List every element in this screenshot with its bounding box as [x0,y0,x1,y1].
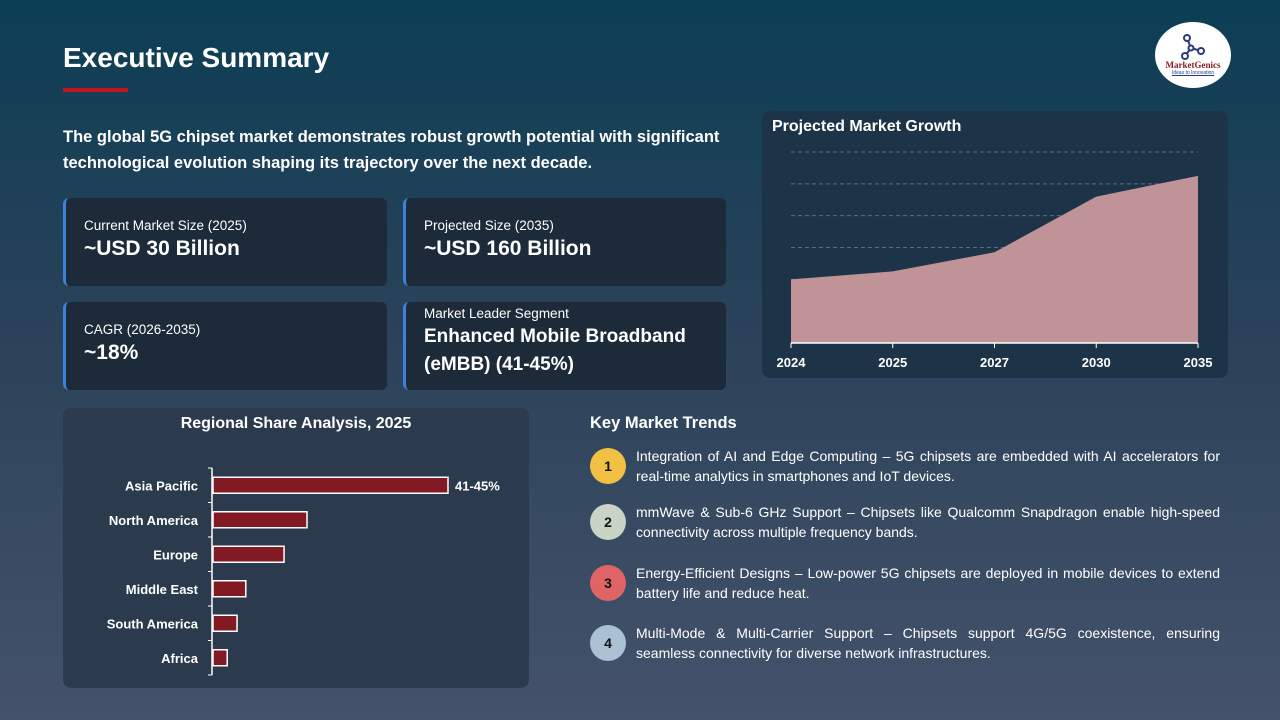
logo-tagline: Ideas to Innovation [1171,70,1215,76]
trend-item: 2 mmWave & Sub-6 GHz Support – Chipsets l… [590,502,1220,542]
metric-label: CAGR (2026-2035) [84,322,201,337]
x-tick-label: 2027 [980,355,1009,370]
bar [212,476,449,494]
x-tick-label: 2024 [777,355,807,370]
x-tick-label: 2025 [878,355,907,370]
trend-item: 1 Integration of AI and Edge Computing – … [590,446,1220,486]
network-icon [1181,34,1205,60]
trend-number-badge: 1 [590,448,626,484]
metric-label: Market Leader Segment [424,306,569,321]
metric-value: ~USD 30 Billion [84,237,240,260]
intro-text: The global 5G chipset market demonstrate… [63,128,720,172]
category-label: Asia Pacific [125,478,198,493]
bar [212,511,308,529]
metric-card-projected-size: Projected Size (2035) ~USD 160 Billion [403,198,726,286]
trends-title: Key Market Trends [590,414,737,432]
trend-number-badge: 4 [590,625,626,661]
trend-text: Multi-Mode & Multi-Carrier Support – Chi… [636,625,1220,661]
metric-value: Enhanced Mobile Broadband (eMBB) (41-45%… [424,326,686,375]
title-underline [63,88,128,92]
projected-growth-panel: Projected Market Growth 2024 2025 2027 2030… [762,111,1228,378]
trend-text: mmWave & Sub-6 GHz Support – Chipsets li… [636,504,1220,540]
logo-name: MarketGenics [1165,60,1221,70]
bar [212,614,238,632]
company-logo: MarketGenics Ideas to Innovation [1155,22,1231,88]
metric-label: Projected Size (2035) [424,218,554,233]
category-label: Africa [161,651,199,666]
trend-text: Energy-Efficient Designs – Low-power 5G … [636,565,1220,601]
bar-chart: Asia Pacific 41-45% North America Europe Mid… [107,467,500,676]
category-label: Europe [153,547,198,562]
chart-title: Regional Share Analysis, 2025 [180,415,412,432]
category-label: North America [109,513,199,528]
bar [212,580,247,598]
trend-item: 3 Energy-Efficient Designs – Low-power 5G… [590,563,1220,603]
area-chart: 2024 2025 2027 2030 2035 [777,151,1213,370]
trend-number-badge: 2 [590,504,626,540]
x-tick-label: 2030 [1082,355,1111,370]
area-series [791,175,1198,343]
page-title: Executive Summary [63,42,330,73]
bar [212,649,228,667]
metric-card-leader-segment: Market Leader Segment Enhanced Mobile Br… [403,302,726,390]
regional-share-panel: Regional Share Analysis, 2025 Asia Pacif… [63,408,529,688]
metric-card-current-size: Current Market Size (2025) ~USD 30 Billi… [63,198,387,286]
category-label: South America [107,616,199,631]
bar [212,545,285,563]
data-label: 41-45% [455,478,500,493]
chart-title: Projected Market Growth [772,118,962,135]
x-tick-label: 2035 [1184,355,1213,370]
category-label: Middle East [126,582,199,597]
trend-number-badge: 3 [590,565,626,601]
metric-label: Current Market Size (2025) [84,218,247,233]
trend-item: 4 Multi-Mode & Multi-Carrier Support – Ch… [590,623,1220,663]
trend-text: Integration of AI and Edge Computing – 5… [636,448,1220,484]
metric-card-cagr: CAGR (2026-2035) ~18% [63,302,387,390]
metric-value: ~USD 160 Billion [424,237,592,260]
metric-value: ~18% [84,341,139,364]
